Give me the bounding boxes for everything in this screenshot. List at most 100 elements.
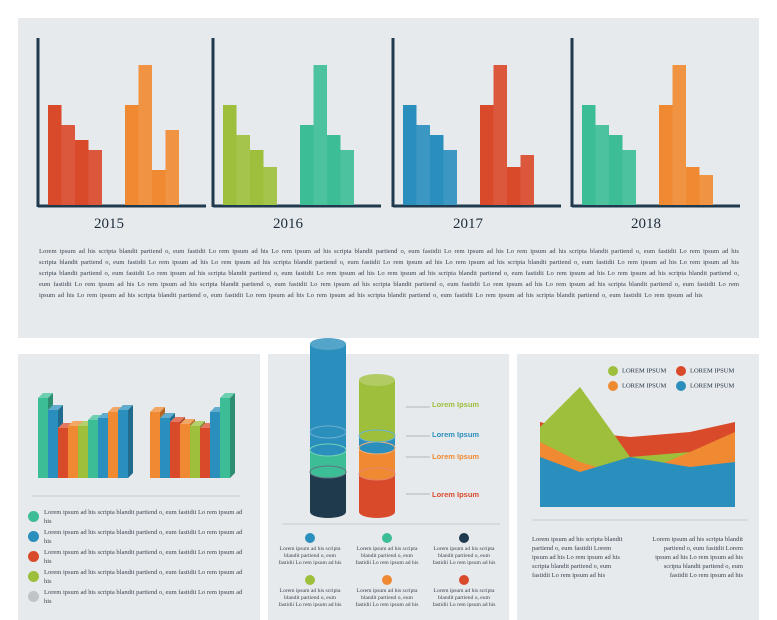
cylinder-seam [358,429,396,443]
bar [672,65,686,205]
bar [609,135,623,205]
mid-item: Lorem ipsum ad his scripta blandit parti… [353,575,421,610]
cylinder-bottom [310,426,346,438]
list-item: Lorem ipsum ad his scripta blandit parti… [28,548,242,568]
bar [443,150,457,205]
year-label-2017: 2017 [453,216,483,232]
bar [659,105,673,205]
green-dot-icon [28,571,39,582]
mid-item-text: Lorem ipsum ad his scripta blandit parti… [278,546,342,566]
list-item-text: Lorem ipsum ad his scripta blandit parti… [44,589,243,605]
bar [493,65,507,205]
mid-item-text: Lorem ipsum ad his scripta blandit parti… [355,588,419,608]
bar-side-face [230,393,235,478]
bar [88,150,102,205]
bar [75,140,89,205]
mid-item-text: Lorem ipsum ad his scripta blandit parti… [432,588,496,608]
bar [622,150,636,205]
bar [165,130,179,205]
cylinder-bottom [310,506,346,518]
bar [520,155,534,205]
cylinder-label-blue: Lorem Ipsum [432,430,480,439]
list-item: Lorem ipsum ad his scripta blandit parti… [28,588,242,608]
bar [61,125,75,205]
cylinder-body [310,472,346,512]
cylinder-top [310,338,346,350]
year-label-2015: 2015 [94,216,124,232]
bar-3d [118,410,128,478]
cylinder-top [359,374,395,386]
list-item: Lorem ipsum ad his scripta blandit parti… [28,568,242,588]
legend-item-green: LOREM IPSUM [608,366,666,376]
bar-3d [48,410,58,478]
navy-dot-icon [459,533,469,543]
right-paragraph-2: Lorem ipsum ad his scripta blandit parti… [652,536,743,579]
bar-3d [180,424,190,478]
bar [699,175,713,205]
bar [582,105,596,205]
cylinder-seam [309,425,347,439]
bar-3d [210,412,220,478]
mid-item: Lorem ipsum ad his scripta blandit parti… [430,533,498,568]
mid-item-text: Lorem ipsum ad his scripta blandit parti… [432,546,496,566]
cylinder-label-red: Lorem Ipsum [432,490,480,499]
bar [430,135,444,205]
area-series [540,457,735,507]
legend-label: LOREM IPSUM [690,367,735,375]
bar [595,125,609,205]
bar [507,167,521,205]
bar-3d [68,426,78,478]
bar [263,167,277,205]
legend-dot-icon [676,366,686,376]
red-dot-icon [459,575,469,585]
legend-label: LOREM IPSUM [690,382,735,390]
bar-3d [170,422,180,478]
cylinder-body [359,380,395,436]
list-item: Lorem ipsum ad his scripta blandit parti… [28,508,242,528]
list-item-text: Lorem ipsum ad his scripta blandit parti… [44,569,243,585]
cylinder-bottom [359,430,395,442]
bar-3d [58,428,68,478]
bar [250,150,264,205]
bar-3d [200,428,210,478]
bar-3d [220,398,230,478]
list-item-text: Lorem ipsum ad his scripta blandit parti… [44,529,243,545]
bar [340,150,354,205]
bar-side-face [128,405,133,478]
legend-dot-icon [676,381,686,391]
legend-item-red: LOREM IPSUM [676,366,734,376]
bar [327,135,341,205]
green-dot-icon [305,575,315,585]
bar-3d [98,418,108,478]
list-item: Lorem ipsum ad his scripta blandit parti… [28,528,242,548]
orange-dot-icon [382,575,392,585]
year-label-2016: 2016 [273,216,303,232]
top-paragraph: Lorem ipsum ad his scripta blandit parti… [39,248,739,299]
legend-dot-icon [608,366,618,376]
legend-label: LOREM IPSUM [622,382,667,390]
blue-dot-icon [28,531,39,542]
cylinder-seam [358,467,396,481]
cylinder-bottom [359,506,395,518]
bar-3d [78,426,88,478]
bar [313,65,327,205]
legend-label: LOREM IPSUM [622,367,667,375]
mid-item: Lorem ipsum ad his scripta blandit parti… [430,575,498,610]
mid-item-text: Lorem ipsum ad his scripta blandit parti… [355,546,419,566]
bar [125,105,139,205]
legend-dot-icon [608,381,618,391]
cylinder-seam [309,443,347,457]
bar [403,105,417,205]
cylinder-body [310,344,346,432]
blue-dot-icon [305,533,315,543]
bar-3d [88,420,98,478]
red-dot-icon [28,551,39,562]
cylinder-bottom [310,466,346,478]
bar-3d [190,426,200,478]
list-item-text: Lorem ipsum ad his scripta blandit parti… [44,509,243,525]
bar-3d [38,398,48,478]
bar [152,170,166,205]
mid-item: Lorem ipsum ad his scripta blandit parti… [276,575,344,610]
bar [300,125,314,205]
